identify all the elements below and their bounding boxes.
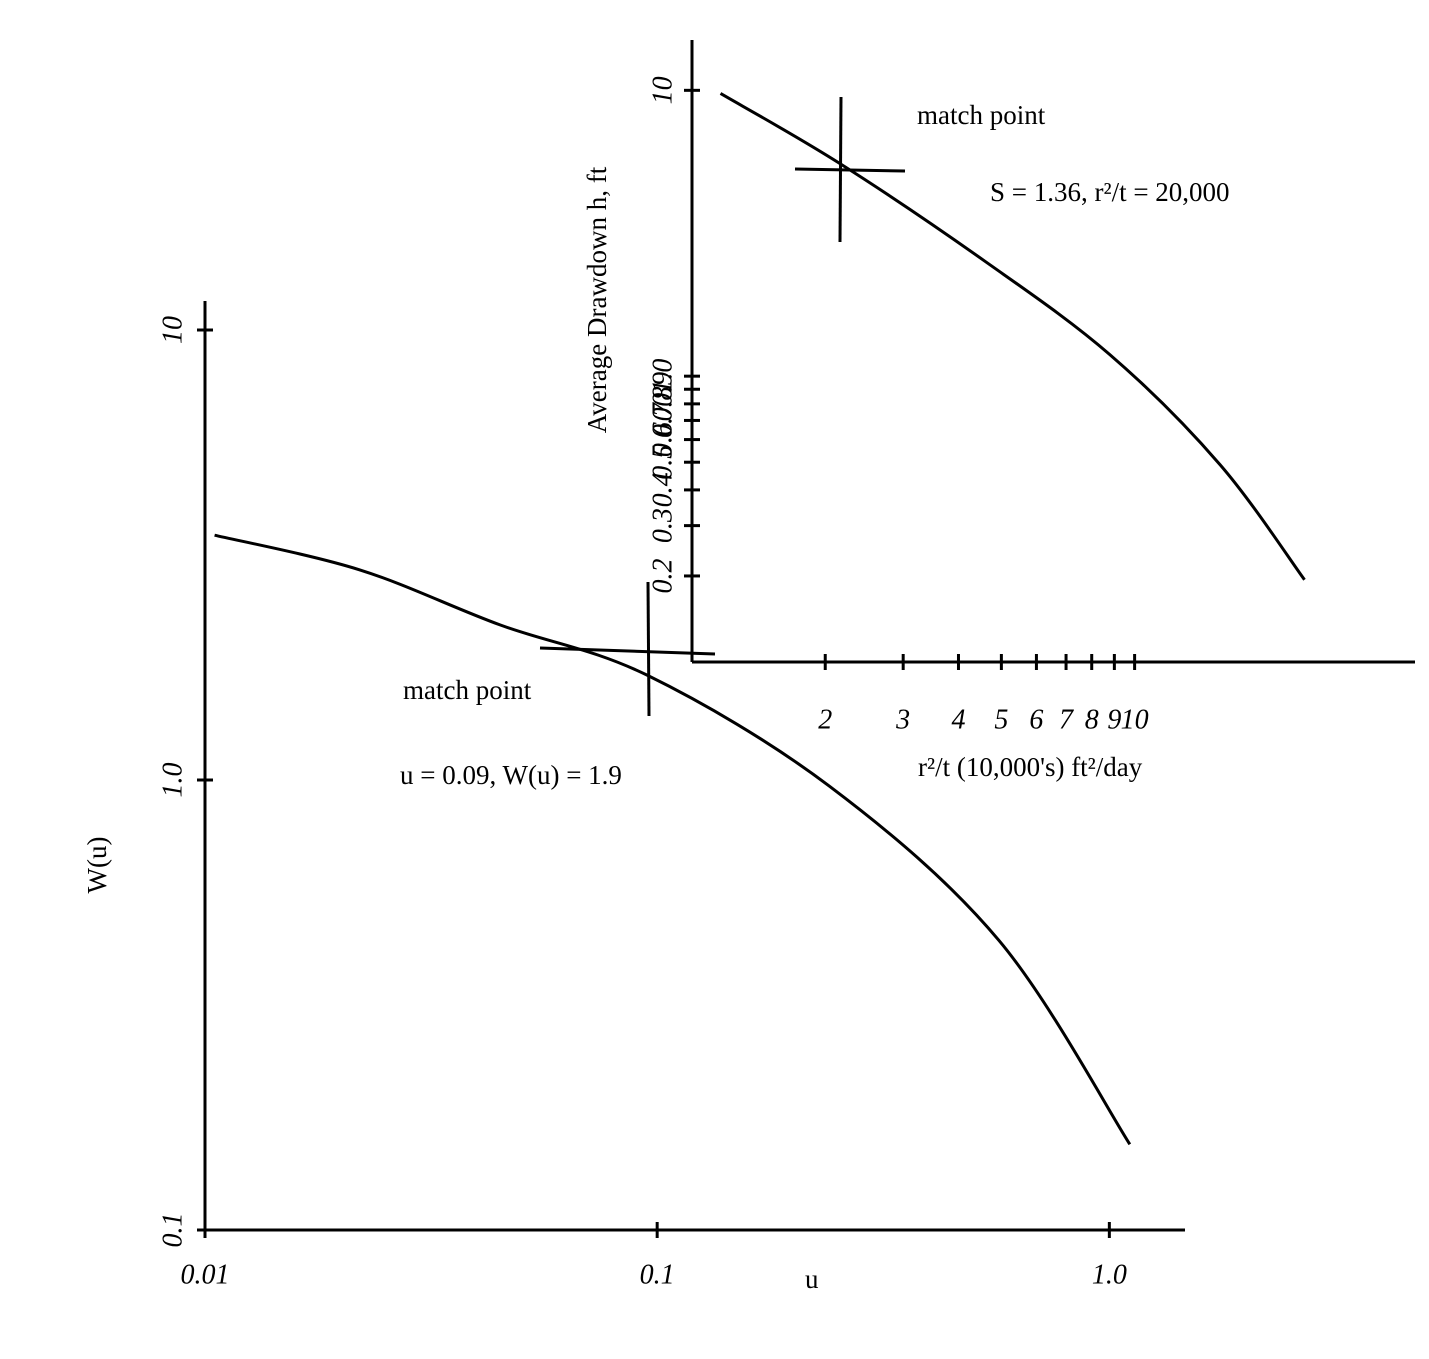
x-tick-label: 5	[994, 704, 1008, 735]
y-tick-label: 0.2	[647, 558, 678, 593]
x-tick-label: 2	[818, 704, 832, 735]
y-tick-label: 0.9	[647, 372, 678, 407]
annotation: match point	[403, 675, 532, 705]
cross-h	[539, 646, 716, 656]
x-tick-label: 8	[1085, 704, 1099, 735]
x-tick-label: 4	[951, 704, 965, 735]
annotation: u = 0.09, W(u) = 1.9	[400, 760, 622, 790]
annotation: match point	[917, 100, 1046, 130]
x-axis-title: r²/t (10,000's) ft²/day	[918, 752, 1143, 782]
y-tick-label: 10	[157, 316, 188, 344]
x-tick-label: 0.01	[181, 1259, 230, 1290]
x-axis-title: u	[805, 1264, 819, 1294]
y-axis-title: Average Drawdown h, ft	[582, 166, 612, 433]
y-tick-label: 0.4	[647, 472, 678, 507]
curve	[214, 533, 1132, 1146]
x-tick-label: 3	[895, 704, 910, 735]
y-tick-label: 0.5	[647, 445, 678, 480]
y-tick-label: 1.0	[157, 763, 188, 798]
x-tick-label: 6	[1029, 704, 1043, 735]
y-tick-label: 0.6	[647, 422, 678, 457]
y-axis-title: W(u)	[82, 837, 112, 894]
x-tick-label: 0.1	[640, 1259, 675, 1290]
annotation: S = 1.36, r²/t = 20,000	[990, 177, 1230, 207]
cross-v	[646, 581, 651, 717]
y-tick-label: 0.1	[157, 1213, 188, 1248]
x-tick-label: 9	[1107, 704, 1121, 735]
cross-v	[838, 96, 843, 243]
match-cross-lower	[539, 581, 716, 717]
x-tick-label: 10	[1121, 704, 1149, 735]
y-tick-label: 0.7	[647, 402, 678, 438]
y-tick-label: 10	[647, 76, 678, 104]
y-tick-label: 0.8	[647, 386, 678, 421]
y-tick-label: 0.3	[647, 508, 678, 543]
x-tick-label: 7	[1059, 704, 1074, 735]
x-tick-label: 1.0	[1092, 1259, 1127, 1290]
curve	[719, 92, 1306, 581]
y-tick-label: 1.0	[647, 359, 678, 394]
